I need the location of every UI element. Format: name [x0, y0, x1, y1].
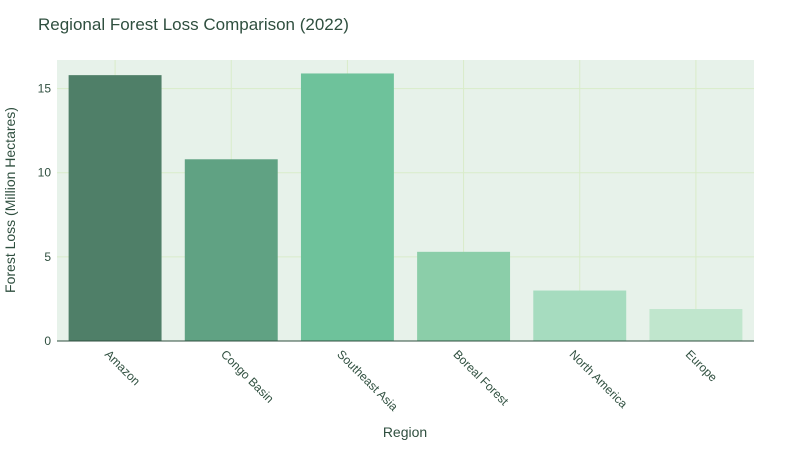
bar-boreal-forest — [417, 251, 511, 341]
plot-background — [57, 60, 754, 341]
x-axis-ticks: Amazon Congo Basin Southeast Asia Boreal Fo… — [102, 347, 720, 414]
y-tick-label: 15 — [38, 82, 52, 96]
x-tick-label: Boreal Forest — [450, 347, 511, 408]
bars — [68, 73, 743, 342]
x-tick-label: Amazon — [102, 347, 143, 388]
x-tick-label: Europe — [683, 347, 720, 384]
bar-north-america — [533, 290, 627, 341]
x-tick-label: North America — [567, 347, 631, 411]
y-tick-label: 10 — [38, 166, 52, 180]
y-tick-label: 0 — [44, 334, 51, 348]
bar-europe — [649, 309, 743, 341]
bar-southeast-asia — [300, 73, 394, 342]
bar-amazon — [68, 75, 162, 342]
y-axis-ticks: 0 5 10 15 — [38, 82, 52, 348]
x-tick-label: Congo Basin — [218, 347, 276, 405]
y-axis-title: Forest Loss (Million Hectares) — [2, 107, 18, 293]
x-tick-label: Southeast Asia — [334, 347, 401, 414]
x-axis-title: Region — [383, 424, 427, 440]
chart-title: Regional Forest Loss Comparison (2022) — [38, 15, 349, 34]
bar-congo-basin — [184, 159, 278, 341]
y-tick-label: 5 — [44, 250, 51, 264]
